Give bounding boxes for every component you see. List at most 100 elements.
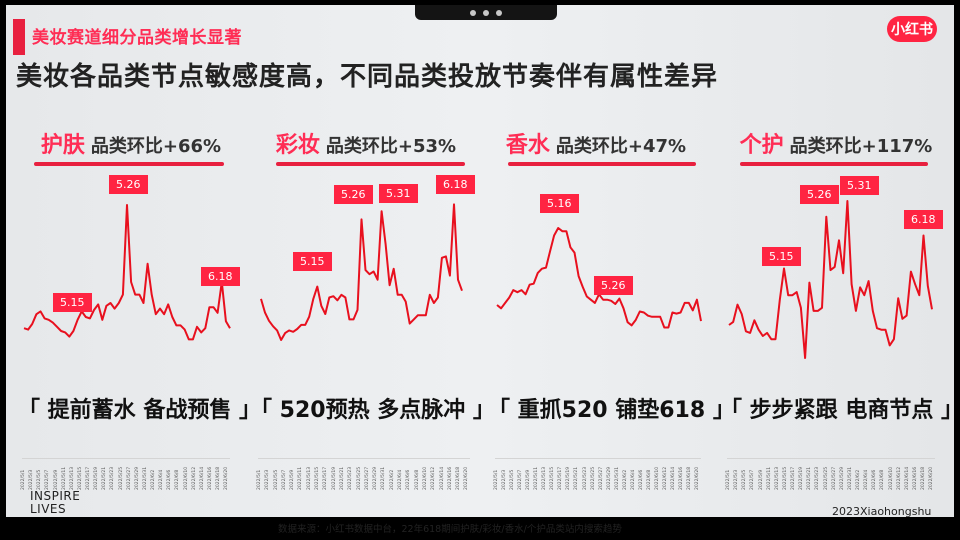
callout-label: 5.15 — [293, 252, 332, 271]
lives-line: LIVES — [30, 502, 67, 516]
x-tick-label: 2022/6/18 — [456, 466, 462, 490]
x-tick-label: 2022/5/31 — [381, 466, 387, 490]
x-tick-label: 2022/6/4 — [159, 469, 165, 490]
x-tick-label: 2022/6/14 — [904, 466, 910, 490]
x-tick-label: 2022/5/7 — [750, 469, 756, 490]
x-tick-label: 2022/6/4 — [864, 469, 870, 490]
x-tick-label: 2022/5/7 — [281, 469, 287, 490]
dot-icon — [496, 9, 502, 16]
x-axis-ticks: 2022/5/1 2022/5/3 2022/5/5 2022/5/7 2022/5/9… — [494, 458, 701, 490]
x-tick-label: 2022/6/8 — [175, 469, 181, 490]
x-tick-label: 2022/6/16 — [207, 466, 213, 490]
x-tick-label: 2022/6/16 — [679, 466, 685, 490]
category-label: 香水 — [505, 133, 550, 158]
callout-label: 6.18 — [436, 175, 475, 194]
dot-icon — [470, 9, 476, 16]
dot-icon — [483, 9, 489, 16]
inspire-lives-mark: INSPIRE LIVES — [30, 490, 80, 516]
x-tick-label: 2022/6/4 — [630, 469, 636, 490]
tagline-skincare: 「 提前蓄水 备战预售 」 — [18, 398, 261, 423]
trend-line — [728, 200, 933, 359]
x-tick-label: 2022/5/9 — [53, 469, 59, 490]
x-tick-label: 2022/5/17 — [86, 466, 91, 490]
callout-label: 5.26 — [594, 276, 633, 295]
callout-label: 5.16 — [540, 194, 579, 213]
copyright: 2023Xiaohongshu — [832, 505, 932, 518]
x-tick-label: 2022/6/12 — [431, 466, 437, 490]
x-tick-label: 2022/6/8 — [880, 469, 886, 490]
x-tick-label: 2022/6/4 — [398, 469, 404, 490]
growth-label: 品类环比+53% — [325, 136, 457, 157]
x-tick-label: 2022/5/15 — [315, 466, 321, 490]
x-tick-label: 2022/6/8 — [646, 469, 652, 490]
x-tick-label: 2022/6/14 — [671, 466, 677, 490]
x-tick-label: 2022/5/29 — [839, 466, 845, 490]
x-tick-label: 2022/6/6 — [167, 469, 173, 490]
x-tick-label: 2022/5/21 — [102, 466, 108, 490]
x-tick-label: 2022/5/3 — [29, 469, 35, 490]
x-tick-label: 2022/5/13 — [774, 466, 780, 490]
x-tick-label: 2022/5/29 — [373, 466, 379, 490]
x-tick-label: 2022/5/23 — [582, 466, 588, 490]
x-tick-label: 2022/6/14 — [439, 466, 445, 490]
inspire-line: INSPIRE — [30, 489, 81, 503]
growth-label: 品类环比+117% — [789, 136, 933, 157]
x-tick-label: 2022/5/25 — [118, 466, 124, 490]
callout-label: 5.31 — [840, 176, 879, 195]
x-tick-label: 2022/6/20 — [464, 466, 470, 490]
panel-title: 香水 品类环比+47% — [485, 127, 707, 159]
x-tick-label: 2022/5/29 — [606, 466, 612, 490]
x-tick-label: 2022/5/13 — [69, 466, 75, 490]
x-tick-label: 2022/6/12 — [191, 466, 197, 490]
title-underline — [276, 162, 465, 166]
x-tick-label: 2022/5/15 — [77, 466, 83, 490]
x-tick-label: 2022/5/23 — [110, 466, 116, 490]
x-tick-label: 2022/5/5 — [742, 469, 748, 490]
x-tick-label: 2022/6/2 — [622, 469, 628, 490]
x-tick-label: 2022/5/23 — [815, 466, 821, 490]
callout-label: 5.15 — [762, 247, 801, 266]
growth-label: 品类环比+66% — [90, 136, 222, 157]
x-tick-label: 2022/5/13 — [306, 466, 312, 490]
x-tick-label: 2022/5/25 — [590, 466, 596, 490]
tagline-fragrance: 「 重抓520 铺垫618 」 — [488, 398, 735, 423]
x-tick-label: 2022/6/18 — [921, 466, 926, 490]
data-source-note: 数据来源：小红书数据中台，22年618期间护肤/彩妆/香水/个护品类站内搜索趋势 — [278, 524, 622, 535]
x-tick-label: 2022/5/25 — [356, 466, 362, 490]
x-tick-label: 2022/5/3 — [502, 469, 508, 490]
panel-title: 护肤 品类环比+66% — [20, 127, 242, 159]
x-tick-label: 2022/5/1 — [726, 469, 731, 490]
x-tick-label: 2022/6/2 — [856, 469, 861, 490]
x-tick-label: 2022/6/12 — [662, 466, 668, 490]
x-tick-label: 2022/6/18 — [216, 466, 221, 490]
x-tick-label: 2022/6/2 — [389, 469, 395, 490]
x-tick-label: 2022/5/19 — [566, 466, 572, 490]
trend-line — [260, 203, 463, 341]
x-tick-label: 2022/5/5 — [510, 469, 516, 490]
callout-label: 5.26 — [109, 175, 148, 194]
trend-line — [23, 204, 231, 341]
growth-label: 品类环比+47% — [555, 136, 687, 157]
category-label: 个护 — [739, 133, 784, 158]
x-tick-label: 2022/6/10 — [888, 466, 894, 490]
x-tick-label: 2022/5/25 — [823, 466, 829, 490]
accent-bar — [13, 19, 25, 55]
callout-label: 6.18 — [904, 210, 943, 229]
title-underline — [34, 162, 224, 166]
tagline-personal-care: 「 步步紧跟 电商节点 」 — [720, 398, 960, 423]
x-tick-label: 2022/5/11 — [298, 466, 304, 490]
x-tick-label: 2022/5/5 — [273, 469, 279, 490]
x-tick-label: 2022/5/11 — [61, 466, 67, 490]
x-tick-label: 2022/6/18 — [687, 466, 693, 490]
x-tick-label: 2022/5/27 — [831, 466, 837, 490]
x-tick-label: 2022/6/20 — [929, 466, 935, 490]
x-tick-label: 2022/5/17 — [791, 466, 796, 490]
x-tick-label: 2022/5/11 — [534, 466, 540, 490]
window-notch[interactable] — [415, 5, 557, 20]
x-tick-label: 2022/5/31 — [847, 466, 853, 490]
x-tick-label: 2022/5/27 — [364, 466, 370, 490]
callout-label: 5.26 — [800, 185, 839, 204]
x-tick-label: 2022/6/16 — [912, 466, 918, 490]
tagline-makeup: 「 520预热 多点脉冲 」 — [250, 398, 495, 423]
callout-label: 6.18 — [201, 267, 240, 286]
